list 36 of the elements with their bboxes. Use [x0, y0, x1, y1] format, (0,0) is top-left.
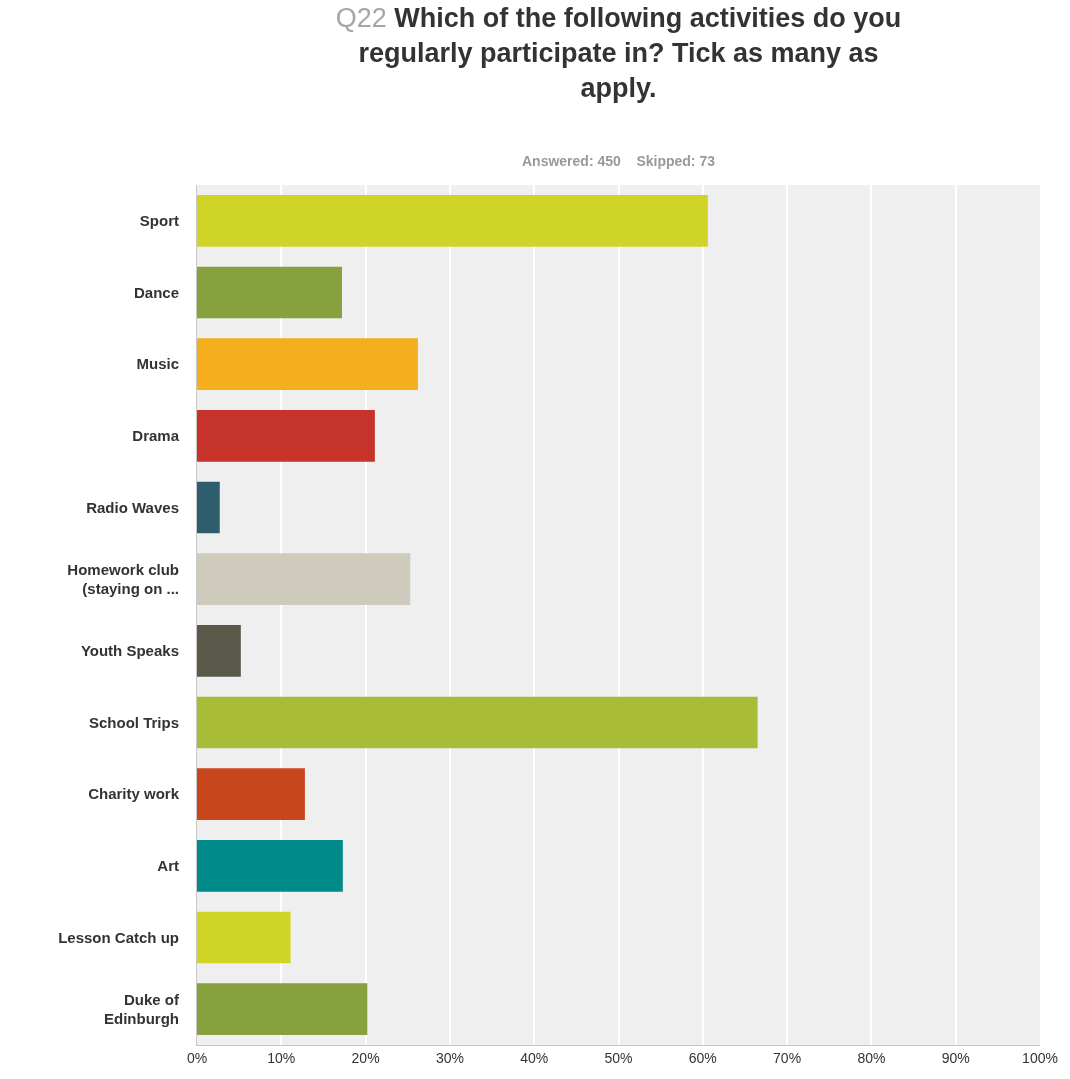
y-tick-label: Charity work — [88, 785, 180, 803]
y-tick-label: Dance — [133, 283, 179, 301]
x-tick-label: 10% — [267, 1049, 296, 1066]
x-tick-label: 20% — [351, 1049, 380, 1066]
y-tick-label: Radio Waves — [86, 498, 179, 516]
x-tick-label: 0% — [186, 1049, 208, 1066]
bar — [197, 266, 342, 319]
y-tick-label: Drama — [132, 427, 180, 445]
bar — [197, 481, 220, 534]
y-tick-label: Duke of Edinburgh — [104, 990, 180, 1028]
chart-subtitle: Answered: 450 Skipped: 73 — [522, 153, 716, 169]
bar — [197, 410, 375, 462]
y-tick-label: Sport — [139, 212, 179, 230]
x-tick-label: 70% — [773, 1049, 802, 1066]
y-tick-label: School Trips — [88, 713, 179, 731]
y-tick-label: Youth Speaks — [80, 642, 179, 660]
bar — [197, 840, 343, 892]
y-tick-label: Art — [157, 857, 179, 875]
bar — [197, 911, 291, 964]
x-tick-label: 50% — [604, 1049, 633, 1066]
chart-title: Q22 Which of the following activities do you regularly participate in? Tick as many as apply. — [335, 2, 902, 104]
bar — [197, 983, 368, 1035]
x-tick-label: 100% — [1022, 1049, 1058, 1066]
bar — [197, 338, 418, 390]
y-tick-label: Music — [136, 355, 179, 373]
y-tick-label: Homework club (staying on ... — [67, 560, 179, 598]
x-tick-label: 90% — [941, 1049, 970, 1066]
bar — [197, 195, 708, 247]
bar — [197, 625, 241, 677]
x-tick-label: 30% — [435, 1049, 464, 1066]
x-tick-label: 60% — [688, 1049, 717, 1066]
x-tick-label: 80% — [857, 1049, 886, 1066]
x-tick-label: 40% — [520, 1049, 549, 1066]
bar — [197, 696, 758, 749]
bar — [197, 768, 305, 820]
y-tick-label: Lesson Catch up — [58, 928, 179, 946]
